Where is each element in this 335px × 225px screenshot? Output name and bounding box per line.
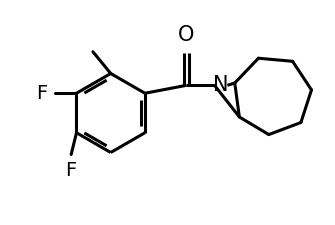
Text: O: O (178, 25, 195, 45)
Text: N: N (213, 75, 229, 95)
Text: F: F (66, 161, 77, 180)
Text: F: F (37, 84, 48, 103)
